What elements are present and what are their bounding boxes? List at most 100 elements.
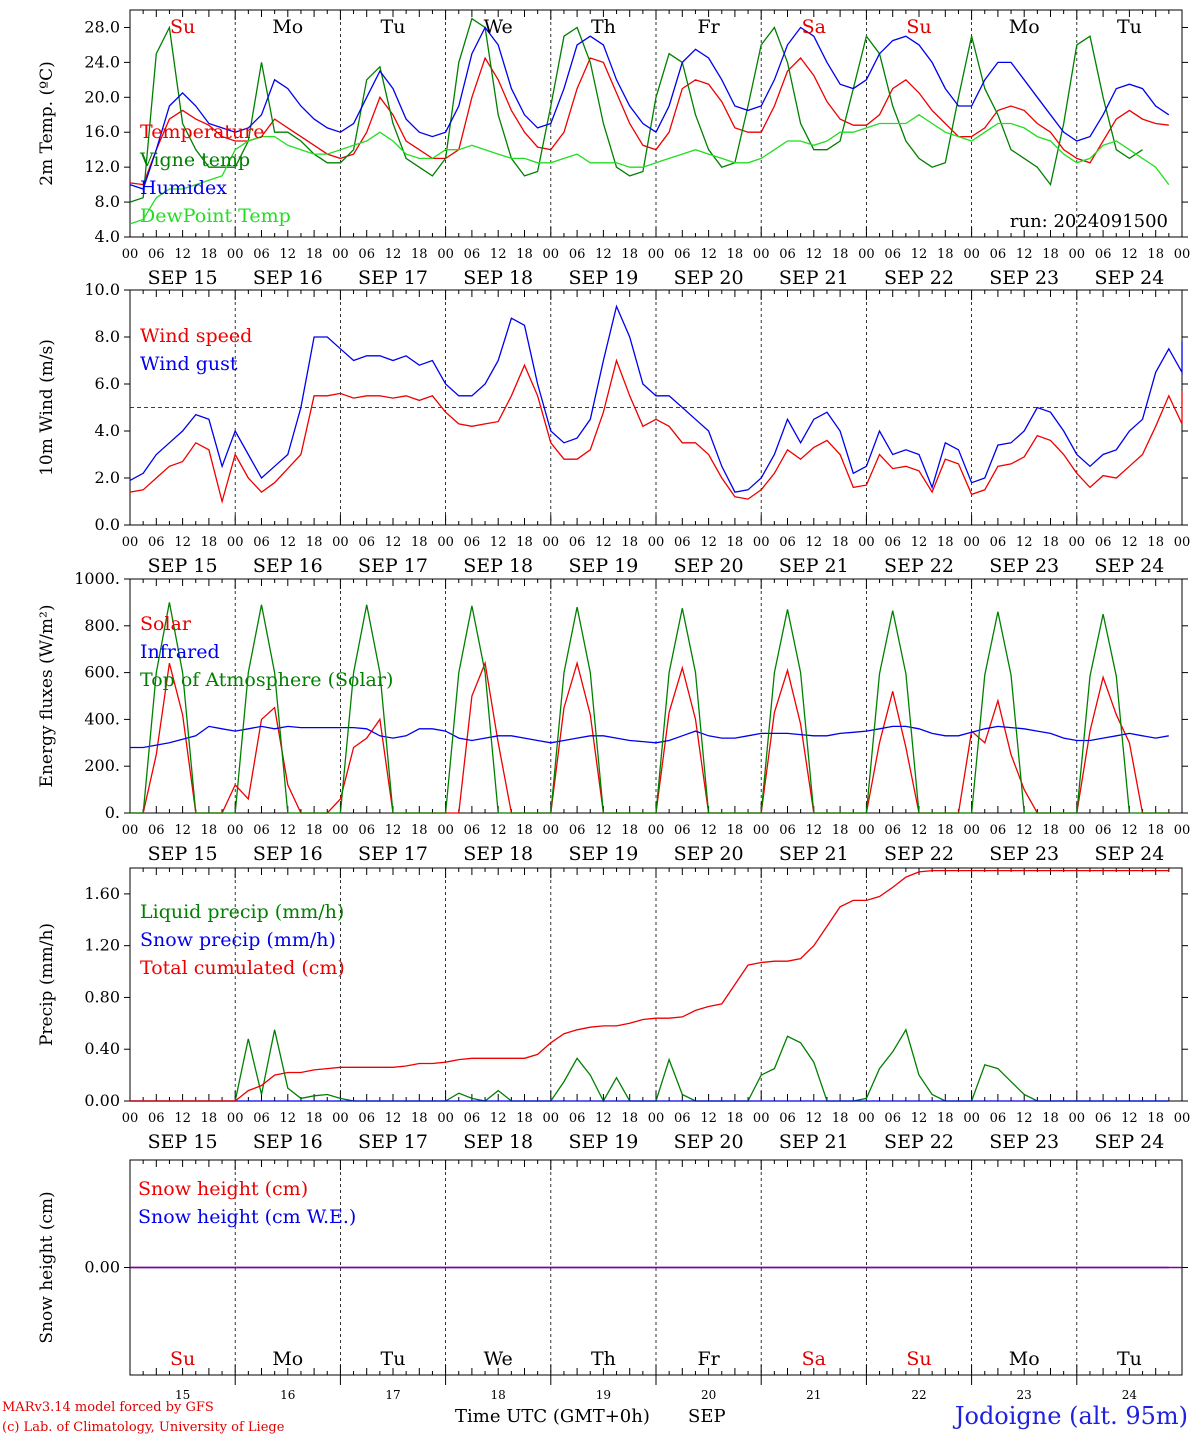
date-label: SEP 22 [884,555,954,577]
date-label: SEP 17 [358,1131,428,1153]
hour-tick-label: 18 [516,535,533,550]
hour-tick-label: 00 [543,1111,560,1126]
hour-tick-label: 18 [411,535,428,550]
hour-tick-label: 00 [227,535,244,550]
hour-tick-label: 06 [253,247,270,262]
hour-tick-label: 18 [516,823,533,838]
hour-tick-label: 12 [174,247,191,262]
hour-tick-label: 00 [543,247,560,262]
hour-tick-label: 18 [411,823,428,838]
y-tick-label: 24.0 [84,52,120,71]
date-label: SEP 21 [779,1131,849,1153]
hour-tick-label: 12 [280,535,297,550]
hour-tick-label: 06 [464,535,481,550]
date-label: SEP 15 [148,843,218,865]
date-label: SEP 23 [989,555,1059,577]
hour-tick-label: 06 [464,1111,481,1126]
weekday-label-top: Tu [1117,16,1142,38]
legend-entry: Total cumulated (cm) [140,957,345,979]
hour-tick-label: 06 [569,1111,586,1126]
y-tick-label: 0.00 [84,1258,120,1277]
hour-tick-label: 00 [437,823,454,838]
hour-tick-label: 00 [122,535,139,550]
hour-tick-label: 00 [963,247,980,262]
hour-tick-label: 12 [1016,1111,1033,1126]
hour-tick-label: 00 [963,823,980,838]
hour-tick-label: 00 [648,247,665,262]
hour-tick-label: 06 [990,823,1007,838]
day-number: 23 [1017,1388,1032,1402]
hour-tick-label: 06 [569,823,586,838]
hour-tick-label: 00 [332,1111,349,1126]
hour-tick-label: 12 [700,823,717,838]
hour-tick-label: 00 [1174,1111,1191,1126]
hour-tick-label: 06 [779,1111,796,1126]
date-label: SEP 24 [1094,555,1164,577]
y-tick-label: 8.0 [95,192,120,211]
weekday-label-bottom: Tu [1117,1348,1142,1370]
hour-tick-label: 18 [727,1111,744,1126]
hour-tick-label: 00 [332,535,349,550]
credit-line-1: MARv3.14 model forced by GFS [2,1400,214,1415]
hour-tick-label: 06 [884,1111,901,1126]
y-tick-label: 8.0 [95,327,120,346]
hour-tick-label: 00 [122,247,139,262]
hour-tick-label: 12 [806,247,823,262]
hour-tick-label: 06 [990,535,1007,550]
hour-tick-label: 18 [832,535,849,550]
hour-tick-label: 00 [858,1111,875,1126]
date-label: SEP 18 [463,267,533,289]
day-number: 15 [175,1388,190,1402]
series-line-2 [129,17,1143,203]
series-line-4 [129,114,1170,225]
hour-tick-label: 00 [753,247,770,262]
hour-tick-label: 12 [490,1111,507,1126]
y-axis-label: 2m Temp. (ºC) [37,61,57,186]
hour-tick-label: 06 [674,823,691,838]
weekday-label-bottom: Su [170,1348,195,1370]
hour-tick-label: 18 [727,823,744,838]
date-label: SEP 20 [674,555,744,577]
hour-tick-label: 06 [148,1111,165,1126]
date-label: SEP 19 [568,1131,638,1153]
hour-tick-label: 06 [884,247,901,262]
date-label: SEP 24 [1094,843,1164,865]
hour-tick-label: 06 [569,535,586,550]
panel-4 [124,867,1188,1103]
hour-tick-label: 18 [1147,247,1164,262]
date-label: SEP 20 [674,1131,744,1153]
date-label: SEP 21 [779,843,849,865]
hour-tick-label: 12 [700,535,717,550]
weekday-label-bottom: Tu [381,1348,406,1370]
y-tick-label: 6.0 [95,374,120,393]
hour-tick-label: 18 [937,1111,954,1126]
hour-tick-label: 12 [911,247,928,262]
series-line-2 [129,304,1183,493]
y-tick-label: 0.80 [84,987,120,1006]
hour-tick-label: 12 [595,247,612,262]
series-line-1 [130,1028,1169,1103]
hour-tick-label: 00 [963,535,980,550]
day-number: 21 [806,1388,821,1402]
y-tick-label: 10.0 [84,280,120,299]
hour-tick-label: 18 [201,1111,218,1126]
hour-tick-label: 12 [174,1111,191,1126]
weekday-label-top: Su [170,16,195,38]
hour-tick-label: 12 [280,247,297,262]
hour-tick-label: 00 [858,535,875,550]
weekday-label-bottom: Su [906,1348,931,1370]
hour-tick-label: 00 [227,1111,244,1126]
hour-tick-label: 18 [1147,1111,1164,1126]
date-label: SEP 19 [568,555,638,577]
hour-tick-label: 18 [516,1111,533,1126]
hour-tick-label: 06 [253,823,270,838]
hour-tick-label: 18 [201,247,218,262]
y-tick-label: 1.20 [84,936,120,955]
series-line-3 [130,602,1169,814]
hour-tick-label: 06 [148,535,165,550]
hour-tick-label: 06 [674,1111,691,1126]
y-tick-label: 0.00 [84,1091,120,1110]
y-axis-label: Snow height (cm) [37,1191,57,1343]
weekday-label-bottom: Sa [802,1348,826,1370]
hour-tick-label: 12 [1016,247,1033,262]
